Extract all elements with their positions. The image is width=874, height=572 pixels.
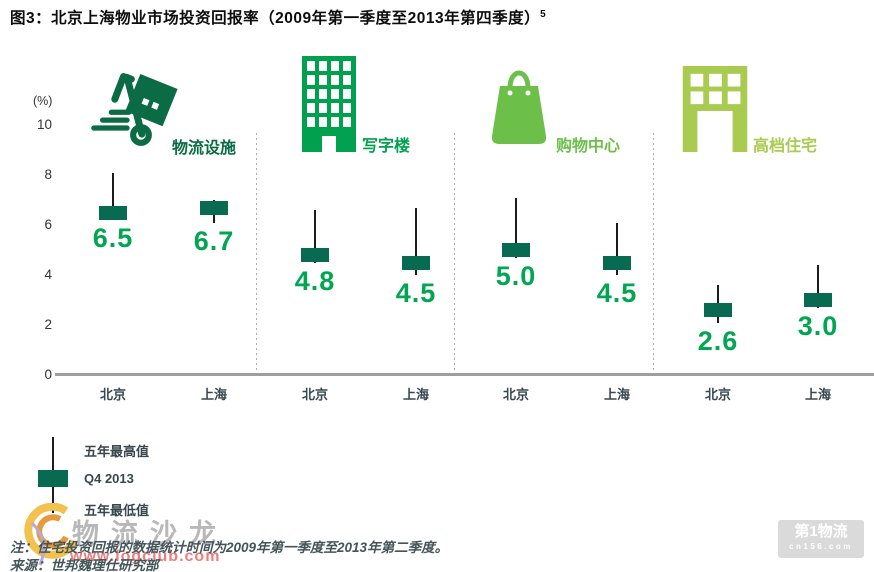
- y-axis-tick-label: 2: [44, 317, 52, 332]
- footnote: 注：住宅投资回报的数据统计时间为2009年第一季度至2013年第二季度。: [10, 540, 449, 555]
- watermark-cn156-url: cn156.com: [789, 542, 853, 551]
- group-label-logistics: 物流设施: [172, 140, 237, 157]
- value-label: 4.5: [395, 278, 437, 308]
- y-axis-tick-label: 8: [44, 167, 52, 182]
- group-separator: [454, 133, 455, 373]
- x-axis-label: 北京: [99, 387, 126, 402]
- residential-building-icon: [682, 66, 748, 157]
- x-axis-label: 上海: [603, 387, 630, 402]
- x-axis-label: 北京: [502, 387, 529, 402]
- value-label: 5.0: [495, 260, 537, 291]
- x-axis-label: 北京: [301, 387, 328, 402]
- q4-2013-box: [804, 293, 832, 307]
- y-axis-tick-label: 6: [44, 217, 52, 232]
- q4-2013-box: [704, 303, 732, 317]
- q4-2013-box: [200, 200, 228, 215]
- x-axis-label: 上海: [402, 387, 429, 402]
- logclub-swirl-logo: [22, 502, 80, 572]
- legend-max-label: 五年最高值: [84, 444, 150, 459]
- range-whisker: [616, 222, 618, 275]
- chart-title-text: 图3：北京上海物业市场投资回报率（2009年第一季度至2013年第四季度）: [10, 10, 541, 27]
- value-label: 3.0: [797, 310, 839, 341]
- x-axis-label: 上海: [200, 387, 227, 402]
- q4-2013-box: [301, 248, 329, 262]
- x-axis-label: 上海: [804, 387, 831, 402]
- group-separator: [256, 133, 257, 373]
- q4-2013-box: [402, 255, 430, 270]
- q4-2013-box: [99, 205, 127, 220]
- group-label-residential: 高档住宅: [753, 138, 818, 155]
- group-separator: [653, 133, 654, 373]
- value-label: 6.7: [193, 225, 235, 256]
- range-whisker: [112, 172, 114, 220]
- legend-min-label: 五年最低值: [84, 503, 150, 518]
- group-label-shopping: 购物中心: [556, 138, 621, 155]
- office-building-icon: [302, 56, 356, 157]
- range-whisker: [415, 207, 417, 275]
- value-label: 4.8: [294, 265, 336, 296]
- legend-current-label: Q4 2013: [84, 471, 134, 486]
- y-axis-unit-label: (%): [33, 94, 53, 108]
- chart-title-footnote-ref: 5: [540, 8, 547, 20]
- hand-truck-icon: [86, 60, 182, 153]
- y-axis-tick-label: 4: [44, 267, 52, 282]
- shopping-bag-icon: [486, 62, 552, 151]
- value-label: 6.5: [92, 223, 134, 253]
- y-axis-tick-label: 10: [36, 117, 52, 132]
- value-label: 2.6: [697, 325, 739, 356]
- source-note: 来源：世邦魏理仕研究部: [10, 558, 159, 572]
- q4-2013-box: [502, 243, 530, 257]
- chart-title: 图3：北京上海物业市场投资回报率（2009年第一季度至2013年第四季度）5: [10, 6, 546, 28]
- range-whisker: [314, 210, 316, 263]
- watermark-logclub-url: www.logclub.com: [70, 548, 221, 565]
- range-whisker: [817, 265, 819, 308]
- y-axis-tick-label: 0: [44, 367, 52, 382]
- q4-2013-box: [603, 255, 631, 270]
- group-label-office: 写字楼: [362, 138, 411, 155]
- value-label: 4.5: [596, 278, 638, 308]
- watermark-cn156-text: 第1物流: [794, 523, 848, 540]
- watermark-cn156-badge: 第1物流 cn156.com: [778, 520, 864, 558]
- x-axis-label: 北京: [704, 387, 731, 402]
- legend-q4-box: [38, 470, 68, 487]
- range-whisker: [515, 197, 517, 258]
- watermark-logclub-text: 物流沙龙: [72, 519, 228, 549]
- x-axis-baseline: [55, 373, 874, 376]
